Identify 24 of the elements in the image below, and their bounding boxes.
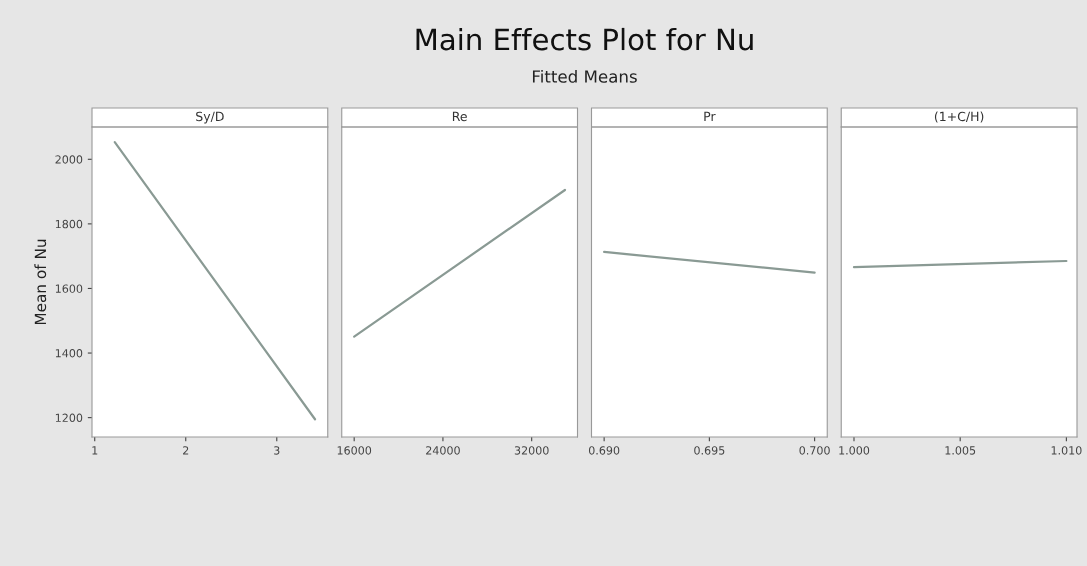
x-tick-label: 1.005 [945,446,976,455]
x-axis-title: Pr [704,111,716,121]
x-tick-label: 0.695 [694,446,725,455]
x-tick-label: 0.700 [799,446,830,455]
x-tick-label: 3 [274,446,280,455]
x-tick-label: 1.000 [839,446,870,455]
text: Main Effects Plot for Nu [416,27,753,51]
x-tick-label: 1.010 [1051,446,1082,455]
x-tick-label: 1 [92,446,98,455]
x-axis-title: (1+C/H) [934,111,984,123]
x-tick-label: 24000 [426,446,460,455]
y-tick-label: 1200 [55,413,83,422]
x-tick-label: 32000 [514,446,549,455]
x-tick-label: 2 [183,446,189,455]
x-axis-title: Sy/D [196,111,224,124]
y-tick-label: 1600 [55,284,83,293]
x-axis-title: Re [452,111,467,122]
y-tick-label: 2000 [55,155,83,164]
y-tick-label: 1800 [55,219,83,229]
y-axis-title: Mean of Nu [34,239,47,325]
y-tick-label: 1400 [55,349,83,358]
x-tick-label: 16000 [337,446,372,455]
x-tick-label: 0.690 [588,446,620,455]
text: Fitted Means [532,69,637,83]
